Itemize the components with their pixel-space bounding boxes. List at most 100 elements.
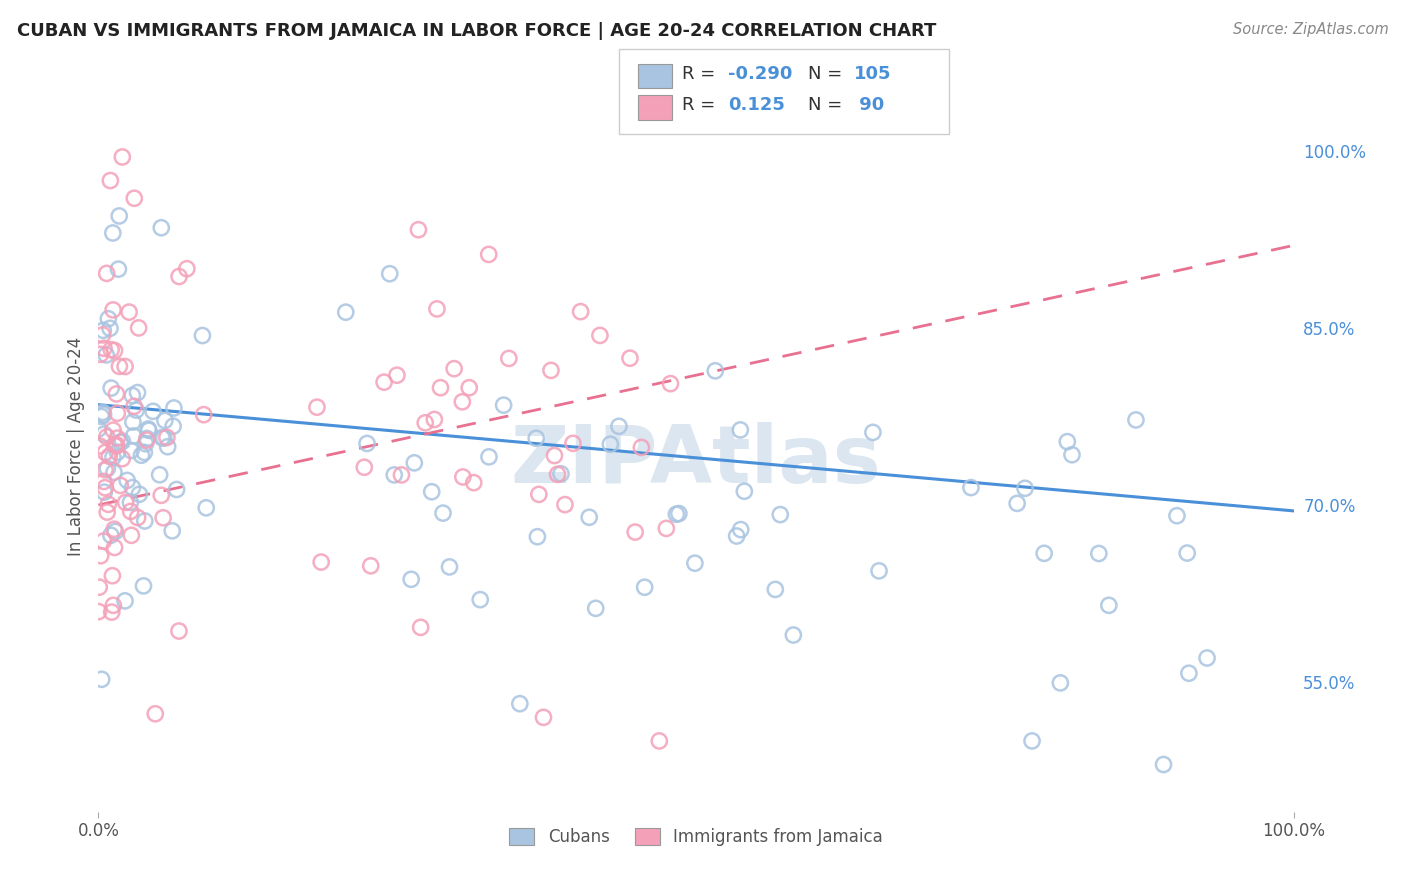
Point [114, 495, 136, 509]
Point [305, 400, 328, 414]
Point [439, 560, 461, 574]
Point [96, 266, 118, 280]
Point [104, 524, 127, 539]
Point [90, 549, 112, 563]
Point [378, 267, 401, 281]
Point [1178, 666, 1201, 681]
Point [107, 445, 129, 459]
Point [89, 580, 111, 594]
Point [527, 487, 550, 501]
Point [93, 485, 115, 500]
Point [131, 448, 153, 462]
Point [607, 419, 630, 434]
Point [634, 580, 657, 594]
Point [87, 422, 110, 436]
Point [98, 173, 122, 187]
Point [94, 445, 117, 459]
Point [163, 401, 186, 415]
Point [120, 528, 142, 542]
Point [150, 220, 173, 235]
Point [195, 500, 218, 515]
Point [1033, 546, 1056, 560]
Point [87, 605, 110, 619]
Point [160, 524, 183, 538]
Text: R =: R = [682, 96, 721, 114]
Point [191, 328, 214, 343]
Point [648, 734, 671, 748]
Point [356, 436, 378, 450]
Point [176, 261, 198, 276]
Point [659, 376, 682, 391]
Point [100, 343, 122, 357]
Point [862, 425, 884, 440]
Point [90, 673, 112, 687]
Point [451, 394, 474, 409]
Point [138, 423, 160, 437]
Point [105, 387, 128, 401]
Point [470, 592, 492, 607]
Point [543, 449, 565, 463]
Point [1005, 496, 1028, 510]
Point [128, 487, 150, 501]
Point [423, 412, 446, 426]
Point [97, 311, 120, 326]
Point [1088, 546, 1111, 560]
Point [1197, 651, 1219, 665]
Point [599, 437, 621, 451]
Point [111, 434, 134, 449]
Point [624, 525, 647, 540]
Point [458, 381, 481, 395]
Point [121, 481, 143, 495]
Point [104, 541, 127, 555]
Point [152, 510, 174, 524]
Point [960, 481, 983, 495]
Point [136, 422, 159, 436]
Point [1056, 434, 1078, 449]
Point [550, 467, 572, 481]
Point [1166, 508, 1188, 523]
Point [134, 445, 156, 459]
Point [149, 467, 172, 482]
Point [432, 506, 454, 520]
Point [91, 323, 114, 337]
Point [93, 408, 115, 422]
Point [1175, 546, 1198, 560]
Point [150, 431, 173, 445]
Point [118, 305, 141, 319]
Point [665, 507, 688, 521]
Point [725, 529, 748, 543]
Point [1098, 599, 1121, 613]
Point [683, 556, 706, 570]
Point [1021, 734, 1043, 748]
Point [335, 305, 357, 319]
Point [93, 342, 115, 356]
Point [385, 368, 408, 383]
Point [585, 601, 607, 615]
Point [1153, 757, 1175, 772]
Point [769, 508, 792, 522]
Point [101, 226, 124, 240]
Point [868, 564, 890, 578]
Point [122, 399, 145, 413]
Point [103, 466, 125, 480]
Point [730, 423, 752, 437]
Point [134, 514, 156, 528]
Point [100, 605, 122, 619]
Point [619, 351, 641, 366]
Point [114, 359, 136, 374]
Point [90, 409, 112, 424]
Point [103, 438, 125, 452]
Text: N =: N = [808, 65, 848, 83]
Point [547, 467, 569, 482]
Point [96, 461, 118, 475]
Point [100, 528, 122, 542]
Point [142, 404, 165, 418]
Point [93, 534, 115, 549]
Point [101, 450, 124, 465]
Point [562, 436, 585, 450]
Point [93, 427, 115, 442]
Point [763, 582, 786, 597]
Point [91, 327, 114, 342]
Point [127, 510, 149, 524]
Point [309, 555, 332, 569]
